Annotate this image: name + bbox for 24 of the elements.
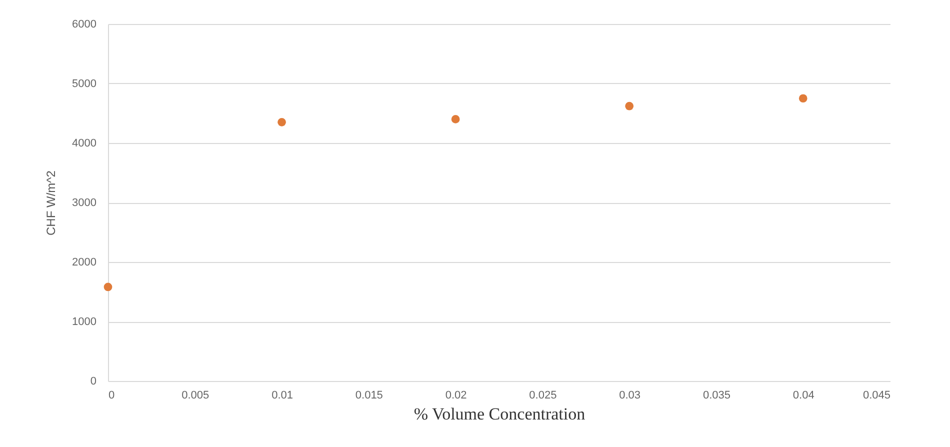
y-tick-label: 3000 [72,197,96,209]
x-tick-label: 0.01 [272,390,293,402]
x-tick-label: 0.005 [182,390,210,402]
x-tick-label: 0.04 [792,390,814,402]
point [278,118,286,126]
y-tick-label: 5000 [72,78,96,90]
y-tick-label: 0 [90,376,96,388]
x-axis-title: % Volume Concentration [414,404,586,424]
x-tick-label: 0.025 [529,390,557,402]
y-tick-label: 4000 [72,138,96,150]
x-tick-label: 0.015 [355,390,383,402]
point [451,115,460,124]
point [625,102,634,110]
x-tick-label: 0.035 [702,390,730,402]
y-tick-label: 2000 [72,256,96,268]
point [798,94,808,103]
y-tick-label: 6000 [72,18,96,30]
x-tick-label: 0.045 [862,390,890,402]
y-axis-title: CHF W/m^2 [44,170,58,236]
x-tick-label: 0.02 [445,390,467,402]
y-tick-label: 1000 [72,316,96,328]
x-tick-label: 0 [108,390,115,402]
point [104,282,112,292]
x-tick-label: 0.03 [619,390,641,402]
